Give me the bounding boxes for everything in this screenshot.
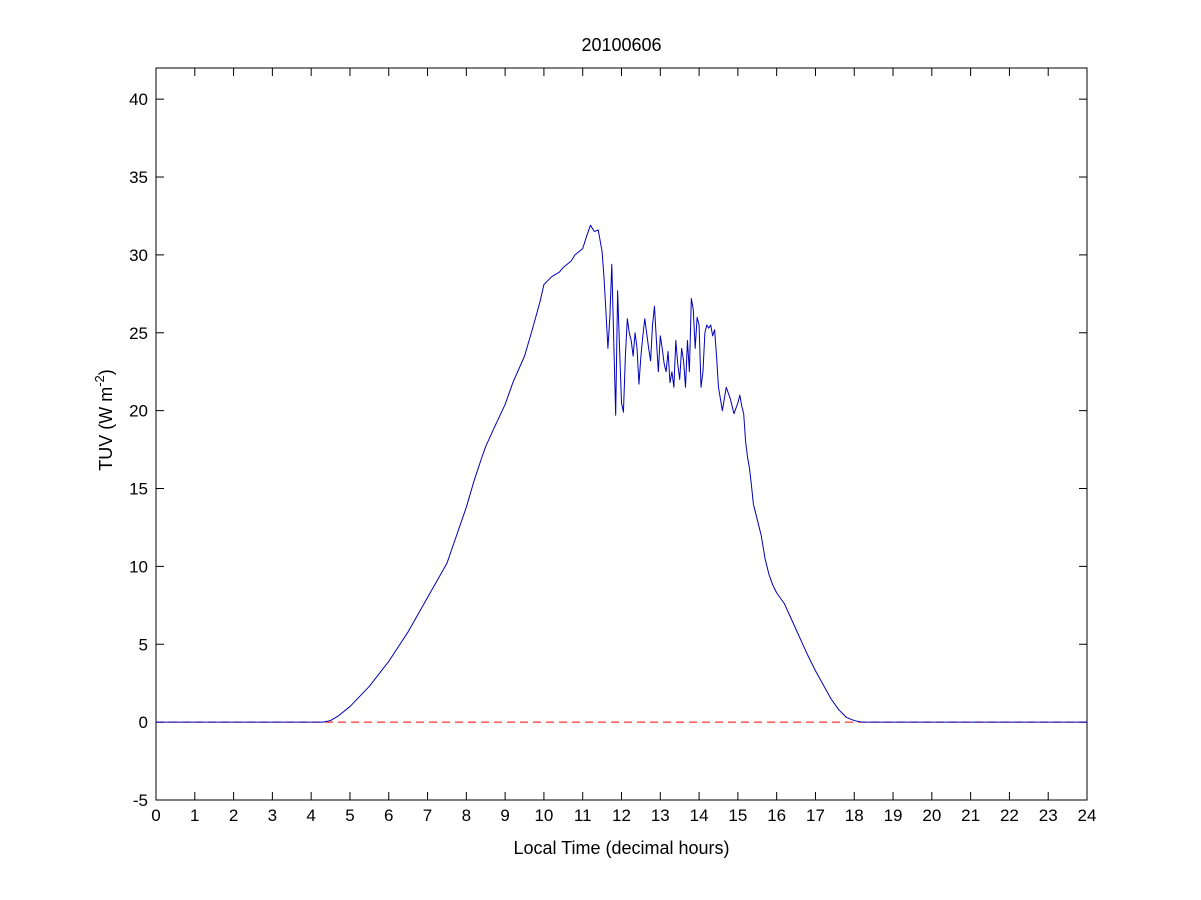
y-tick-label: 5	[139, 635, 148, 654]
x-tick-label: 15	[728, 806, 747, 825]
x-tick-label: 18	[845, 806, 864, 825]
tuv-series-line	[156, 224, 1087, 723]
y-axis-label-superscript: -2	[92, 375, 107, 387]
x-axis-label: Local Time (decimal hours)	[513, 838, 729, 858]
x-tick-label: 20	[922, 806, 941, 825]
chart-title: 20100606	[581, 35, 661, 55]
y-axis-label-close: )	[96, 369, 116, 375]
x-tick-label: 0	[151, 806, 160, 825]
x-tick-label: 12	[612, 806, 631, 825]
y-tick-label: -5	[133, 791, 148, 810]
x-tick-label: 24	[1078, 806, 1097, 825]
x-tick-label: 3	[268, 806, 277, 825]
y-axis-label: TUV (W m-2)	[92, 369, 116, 471]
y-tick-label: 25	[129, 324, 148, 343]
y-tick-label: 15	[129, 480, 148, 499]
x-tick-label: 16	[767, 806, 786, 825]
x-tick-label: 9	[500, 806, 509, 825]
x-tick-label: 23	[1039, 806, 1058, 825]
x-tick-label: 22	[1000, 806, 1019, 825]
x-tick-label: 6	[384, 806, 393, 825]
x-tick-label: 17	[806, 806, 825, 825]
x-tick-label: 21	[961, 806, 980, 825]
x-tick-label: 11	[574, 806, 592, 825]
y-tick-label: 10	[129, 557, 148, 576]
y-tick-label: 40	[129, 90, 148, 109]
plot-area: 0 1 2 3 4 5 6 7 8 9 10 11 12 13 14 15 16 17 18 19 20 21 22 23 24…	[129, 67, 1097, 825]
x-tick-label: 8	[462, 806, 471, 825]
x-tick-label: 13	[651, 806, 670, 825]
y-axis-label-main: TUV (W m	[96, 387, 116, 471]
x-tick-label: 2	[229, 806, 238, 825]
y-tick-label: 35	[129, 168, 148, 187]
x-tick-label: 14	[690, 806, 709, 825]
x-tick-label: 1	[190, 806, 199, 825]
x-tick-label: 4	[306, 806, 315, 825]
x-tick-label: 7	[423, 806, 432, 825]
y-tick-label: 20	[129, 402, 148, 421]
y-tick-label: 0	[139, 713, 148, 732]
x-tick-label: 10	[534, 806, 553, 825]
x-tick-label: 19	[884, 806, 903, 825]
y-tick-label: 30	[129, 246, 148, 265]
x-tick-label: 5	[345, 806, 354, 825]
